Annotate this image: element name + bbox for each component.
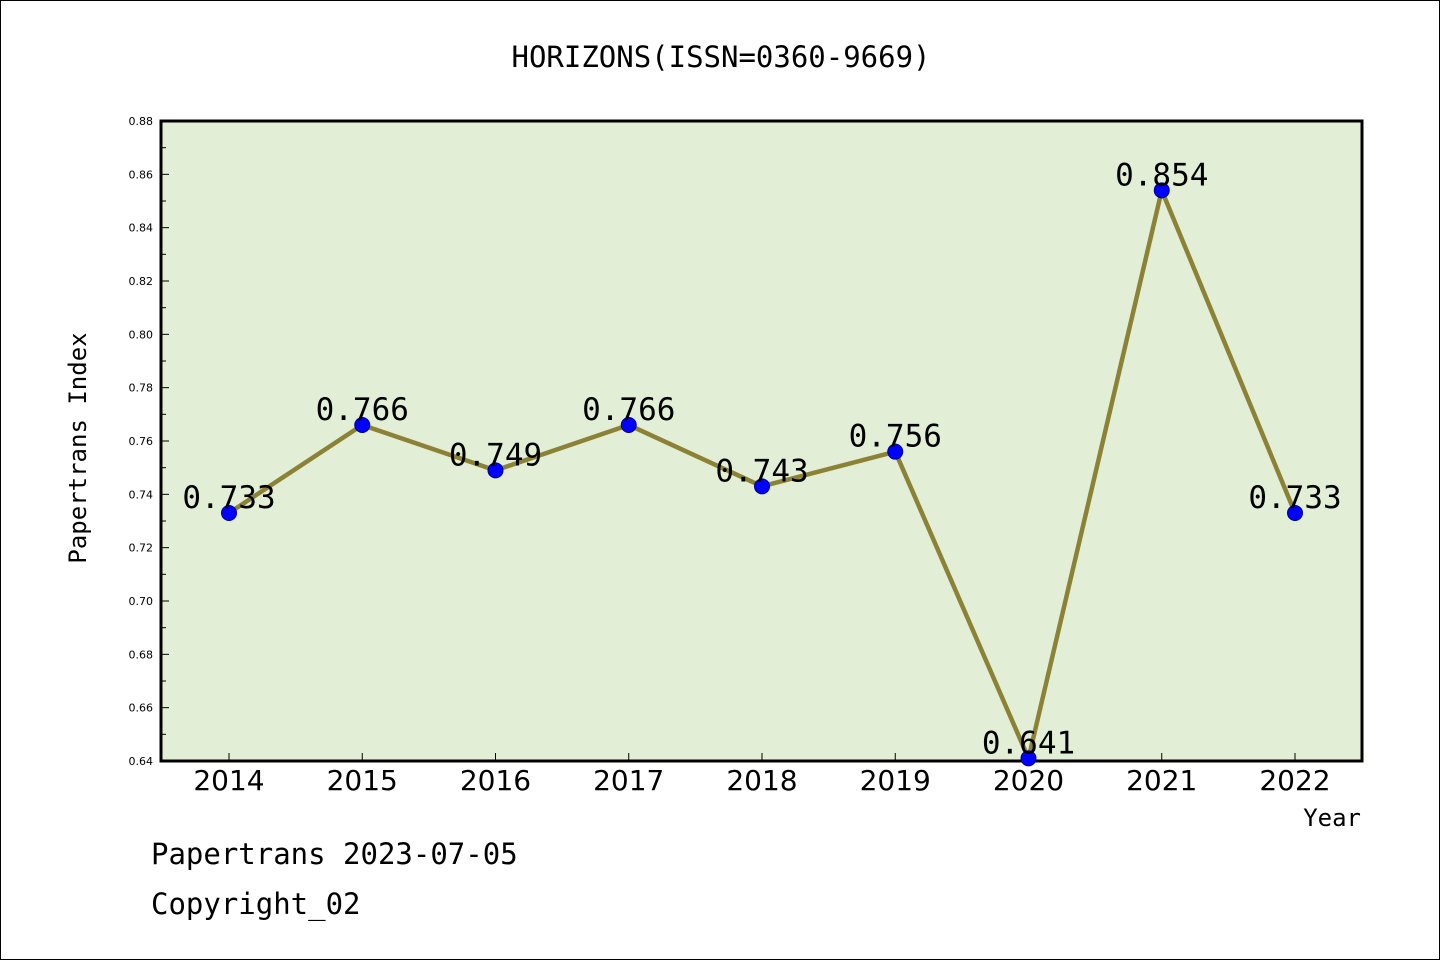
y-axis-label: Papertrans Index bbox=[64, 332, 92, 563]
data-labels: 0.733 0.766 0.749 0.766 0.743 0.756 0.641 0.854… bbox=[182, 157, 1341, 761]
data-point bbox=[1153, 182, 1170, 199]
x-axis: 2014 2015 2016 2017 2018 2019 2020 2021 2022 bbox=[193, 753, 1331, 797]
data-label: 0.854 bbox=[1115, 157, 1208, 193]
data-point bbox=[620, 417, 637, 433]
y-tick-label: 0.76 bbox=[129, 435, 154, 448]
x-tick-label: 2018 bbox=[726, 764, 797, 797]
data-label: 0.749 bbox=[449, 437, 542, 473]
plot-area bbox=[159, 119, 1364, 763]
data-label: 0.641 bbox=[982, 725, 1075, 761]
x-tick-label: 2021 bbox=[1126, 764, 1197, 797]
data-label: 0.756 bbox=[849, 419, 942, 455]
data-label: 0.766 bbox=[582, 392, 675, 428]
footer-date: Papertrans 2023-07-05 bbox=[151, 837, 518, 871]
x-tick-label: 2019 bbox=[860, 764, 931, 797]
data-point bbox=[221, 505, 237, 521]
data-label: 0.733 bbox=[1248, 480, 1341, 516]
chart-title: HORIZONS(ISSN=0360-9669) bbox=[511, 40, 930, 74]
data-point bbox=[754, 478, 770, 495]
y-tick-label: 0.80 bbox=[129, 328, 154, 341]
y-tick-label: 0.88 bbox=[129, 115, 154, 128]
x-tick-label: 2014 bbox=[193, 764, 264, 797]
data-label: 0.766 bbox=[316, 392, 409, 428]
y-tick-label: 0.82 bbox=[129, 275, 154, 288]
data-label: 0.743 bbox=[715, 453, 808, 489]
y-tick-label: 0.86 bbox=[129, 168, 154, 181]
y-tick-label: 0.74 bbox=[129, 488, 154, 501]
x-tick-label: 2022 bbox=[1259, 764, 1330, 797]
footer-copyright: Copyright_02 bbox=[151, 887, 361, 921]
data-point bbox=[354, 417, 371, 433]
y-tick-label: 0.78 bbox=[129, 382, 154, 395]
data-label: 0.733 bbox=[182, 480, 275, 516]
data-point bbox=[887, 443, 904, 460]
y-tick-label: 0.84 bbox=[129, 222, 154, 235]
y-tick-label: 0.64 bbox=[129, 755, 154, 768]
y-tick-label: 0.70 bbox=[129, 595, 154, 608]
y-tick-label: 0.66 bbox=[129, 702, 154, 715]
x-tick-label: 2020 bbox=[993, 764, 1064, 797]
y-axis: 0.64 0.66 0.68 0.70 0.72 0.74 0.76 0.78 0.80 0.82… bbox=[129, 115, 169, 768]
y-tick-label: 0.68 bbox=[129, 648, 154, 661]
data-point bbox=[1287, 505, 1303, 521]
x-tick-label: 2016 bbox=[460, 764, 531, 797]
data-point bbox=[1020, 750, 1037, 767]
x-axis-label: Year bbox=[1303, 804, 1361, 832]
data-markers bbox=[221, 182, 1303, 767]
data-point bbox=[487, 462, 504, 479]
y-tick-label: 0.72 bbox=[129, 542, 154, 555]
x-tick-label: 2015 bbox=[327, 764, 398, 797]
x-tick-label: 2017 bbox=[593, 764, 664, 797]
